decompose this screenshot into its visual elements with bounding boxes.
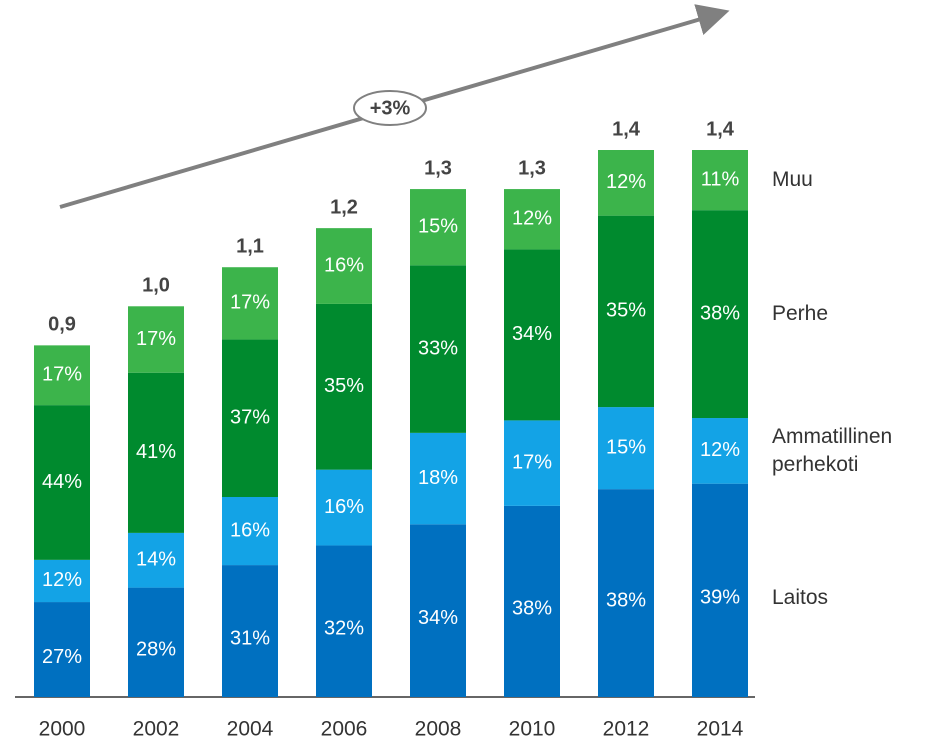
bar-segment [410, 524, 466, 697]
bar-segment [128, 372, 184, 533]
bar-segment [316, 303, 372, 470]
segment-label: 17% [42, 364, 82, 386]
x-tick-label: 2000 [39, 718, 86, 741]
bar-segment [504, 505, 560, 697]
x-tick-label: 2012 [603, 718, 650, 741]
bar-segment [316, 469, 372, 546]
total-label: 1,0 [142, 275, 170, 297]
total-label: 0,9 [48, 314, 76, 336]
bar-segment [598, 150, 654, 216]
total-label: 1,4 [706, 118, 735, 140]
segment-label: 17% [136, 328, 176, 350]
segment-label: 38% [512, 598, 552, 620]
x-tick-label: 2014 [697, 718, 744, 741]
bar-segment [222, 267, 278, 340]
bar-segment [692, 483, 748, 697]
total-label: 1,3 [424, 157, 452, 179]
segment-label: 32% [324, 618, 364, 640]
bar-segment [128, 532, 184, 588]
segment-label: 17% [230, 292, 270, 314]
bar-segment [504, 189, 560, 250]
segment-label: 34% [418, 607, 458, 629]
segment-label: 11% [701, 168, 740, 190]
segment-label: 12% [512, 208, 552, 230]
segment-label: 15% [418, 215, 458, 237]
segment-label: 34% [512, 323, 552, 345]
segment-label: 31% [230, 627, 270, 649]
legend-label: Ammatillinen perhekoti [772, 424, 893, 476]
bar-segment [222, 497, 278, 566]
bar-segment [410, 189, 466, 266]
x-tick-label: 2006 [321, 718, 368, 741]
segment-label: 27% [42, 646, 82, 668]
x-tick-label: 2002 [133, 718, 180, 741]
x-tick-label: 2010 [509, 718, 556, 741]
bar-segment [222, 565, 278, 697]
segment-label: 28% [136, 639, 176, 661]
segment-label: 35% [324, 375, 364, 397]
segment-label: 16% [324, 496, 364, 518]
bar-segment [504, 420, 560, 506]
bar-segment [410, 432, 466, 525]
annotation-bubble [353, 90, 427, 126]
segment-label: 33% [418, 337, 458, 359]
bar-segment [128, 306, 184, 373]
segment-label: 16% [230, 519, 270, 541]
segment-label: 44% [42, 471, 82, 493]
x-tick-label: 2004 [227, 718, 274, 741]
total-label: 1,2 [330, 196, 358, 218]
segment-label: 39% [700, 587, 740, 609]
bar-segment [504, 249, 560, 421]
legend-label: Muu [772, 168, 813, 192]
bar-segment [692, 150, 748, 211]
bar-segment [692, 418, 748, 484]
legend-label: Laitos [772, 586, 829, 610]
bar-segment [410, 265, 466, 433]
segment-label: 12% [42, 569, 82, 591]
segment-label: 17% [512, 451, 552, 473]
segment-label: 37% [230, 407, 270, 429]
segment-label: 41% [136, 441, 176, 463]
segment-label: 14% [136, 549, 176, 571]
legend-label: Perhe [772, 302, 829, 326]
bar-segment [598, 489, 654, 697]
bar-segment [598, 215, 654, 408]
bar-segment [34, 602, 90, 697]
x-tick-label: 2008 [415, 718, 462, 741]
segment-label: 12% [606, 171, 646, 193]
segment-label: 38% [700, 302, 740, 324]
bar-segment [34, 559, 90, 603]
segment-label: 35% [606, 300, 646, 322]
bar-segment [316, 545, 372, 697]
bar-segment [34, 405, 90, 560]
bar-segment [128, 587, 184, 697]
total-label: 1,3 [518, 157, 546, 179]
bar-segment [692, 210, 748, 419]
segment-label: 12% [700, 439, 740, 461]
segment-label: 38% [606, 589, 646, 611]
bar-segment [598, 407, 654, 490]
segment-label: 18% [418, 467, 458, 489]
total-label: 1,1 [236, 235, 264, 257]
segment-label: 16% [324, 254, 364, 276]
bar-segment [222, 339, 278, 498]
bar-segment [34, 345, 90, 406]
annotation: +3% [370, 97, 411, 119]
segment-label: 15% [606, 436, 646, 458]
total-label: 1,4 [612, 118, 641, 140]
bar-segment [316, 228, 372, 304]
